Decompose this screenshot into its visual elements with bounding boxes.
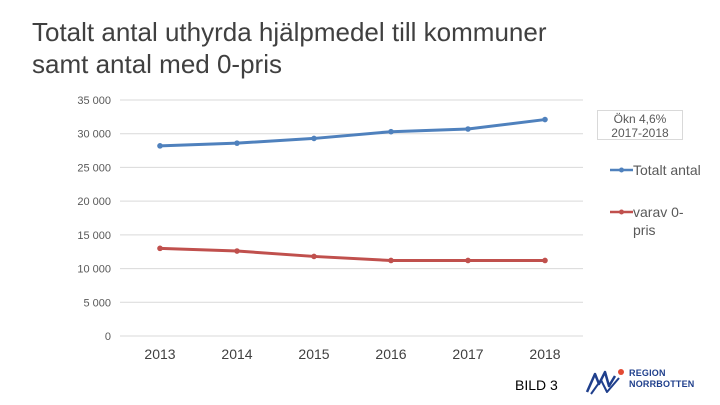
y-tick-label: 15 000 <box>77 230 111 242</box>
y-axis-tick-labels: 35 000 30 000 25 000 20 000 15 000 10 000 5 00… <box>77 95 111 343</box>
chart-gridlines <box>120 99 583 337</box>
y-tick-label: 25 000 <box>77 162 111 174</box>
series-0 <box>157 116 548 149</box>
legend-marker-totalt-antal <box>619 167 624 173</box>
legend-label-varav-0-pris-line1: varav 0- <box>633 204 684 220</box>
slide-title-line2: samt antal med 0-pris <box>32 49 282 79</box>
x-tick-label: 2013 <box>144 346 175 362</box>
x-tick-label: 2017 <box>452 346 483 362</box>
x-axis-tick-labels: 2013 2014 2015 2016 2017 2018 <box>144 346 560 362</box>
data-point <box>311 135 317 142</box>
data-point <box>157 143 163 149</box>
region-norrbotten-logo: REGION NORRBOTTEN <box>585 362 715 398</box>
x-tick-label: 2018 <box>529 346 560 362</box>
data-point <box>388 128 394 135</box>
series-1 <box>157 245 548 264</box>
y-tick-label: 10 000 <box>77 264 111 276</box>
slide-title-line1: Totalt antal uthyrda hjälpmedel till kom… <box>32 17 547 47</box>
data-point <box>234 248 240 254</box>
logo-text-line1: REGION <box>629 368 666 378</box>
legend-marker-varav-0-pris <box>619 209 624 215</box>
y-tick-label: 0 <box>105 331 111 343</box>
data-point <box>542 116 548 123</box>
annotation-line2: 2017-2018 <box>611 126 669 140</box>
x-tick-label: 2016 <box>375 346 406 362</box>
slide-title: Totalt antal uthyrda hjälpmedel till kom… <box>32 16 652 80</box>
legend-label-varav-0-pris-line2: pris <box>633 222 656 238</box>
annotation-line1: Ökn 4,6% <box>613 112 667 126</box>
y-tick-label: 20 000 <box>77 196 111 208</box>
logo-text-line2: NORRBOTTEN <box>629 379 695 389</box>
data-point <box>388 257 394 264</box>
y-tick-label: 5 000 <box>83 297 111 309</box>
data-point <box>311 253 317 260</box>
series-line <box>159 246 545 262</box>
growth-annotation: Ökn 4,6% 2017-2018 <box>597 110 683 140</box>
chart-series <box>157 116 548 264</box>
page-label: BILD 3 <box>515 377 558 393</box>
data-point <box>465 257 471 264</box>
y-tick-label: 35 000 <box>77 95 111 107</box>
y-tick-label: 30 000 <box>77 129 111 141</box>
logo-mark-icon <box>585 369 624 395</box>
x-tick-label: 2015 <box>298 346 329 362</box>
x-tick-label: 2014 <box>221 346 252 362</box>
data-point <box>465 126 471 132</box>
series-line <box>159 118 546 148</box>
data-point <box>542 257 548 264</box>
data-point <box>157 245 163 252</box>
legend-label-totalt-antal: Totalt antal <box>633 162 701 178</box>
legend-entry-totalt-antal: Totalt antal <box>610 162 701 178</box>
legend-entry-varav-0-pris: varav 0- pris <box>610 204 684 238</box>
chart-legend: Totalt antal varav 0- pris <box>610 162 701 238</box>
data-point <box>234 140 240 146</box>
